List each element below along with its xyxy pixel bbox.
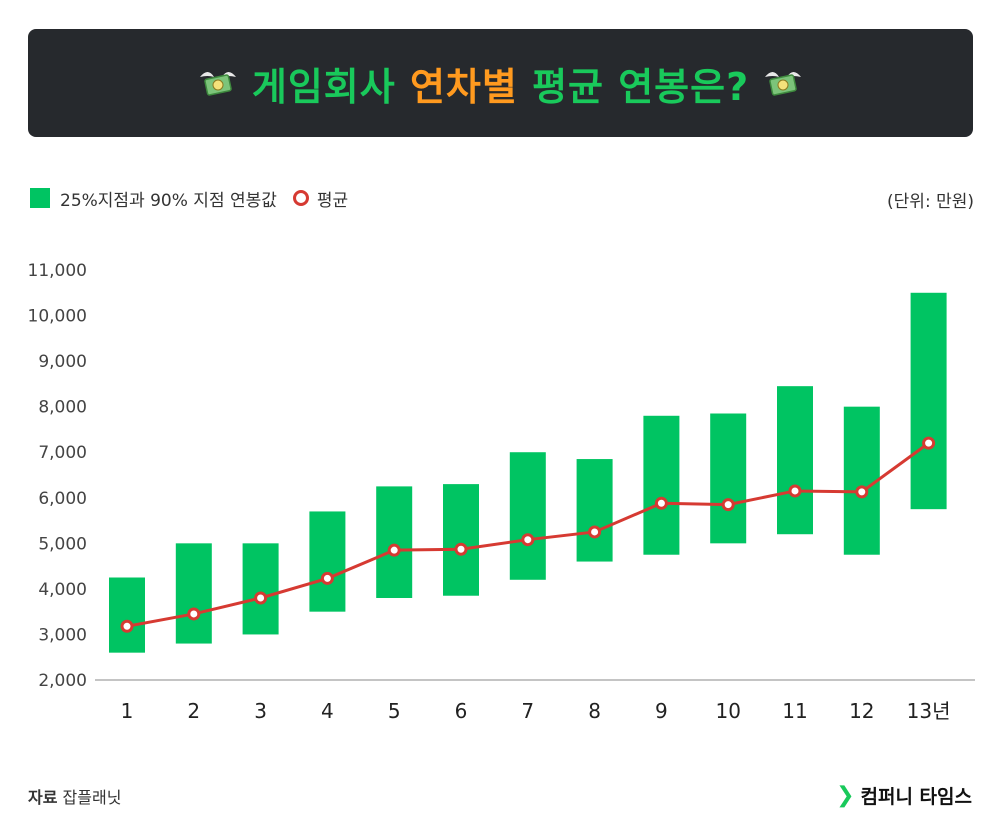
x-tick-label: 1 xyxy=(121,699,134,723)
range-bar xyxy=(109,577,145,653)
average-point xyxy=(588,525,602,539)
flying-money-icon xyxy=(198,63,238,103)
y-tick-label: 4,000 xyxy=(38,580,87,600)
range-bar xyxy=(509,452,546,580)
brand-logo: ❯ 컴퍼니 타임스 xyxy=(836,782,972,809)
range-bar xyxy=(576,459,613,562)
x-tick-label: 11 xyxy=(782,699,807,723)
y-tick-label: 8,000 xyxy=(38,398,87,418)
y-tick-label: 9,000 xyxy=(38,352,87,372)
y-tick-label: 7,000 xyxy=(38,443,87,463)
x-tick-label: 6 xyxy=(455,699,468,723)
range-bar xyxy=(309,511,346,612)
average-point xyxy=(922,436,936,450)
title-part1: 게임회사 xyxy=(251,64,396,109)
x-tick-label: 4 xyxy=(321,699,334,723)
chart-legend: 25%지점과 90% 지점 연봉값 평균 xyxy=(30,185,348,211)
legend-range-swatch xyxy=(30,188,50,208)
range-bar xyxy=(242,543,279,635)
x-tick-label: 2 xyxy=(187,699,200,723)
x-tick-label: 12 xyxy=(849,699,874,723)
range-bar xyxy=(443,484,479,596)
title-part2: 연차별 xyxy=(409,64,518,109)
average-point xyxy=(120,619,134,633)
range-bar xyxy=(910,292,947,510)
average-point xyxy=(187,607,201,621)
flying-money-icon xyxy=(763,63,803,103)
y-tick-label: 3,000 xyxy=(38,625,87,645)
average-point xyxy=(454,542,468,556)
legend-average-marker xyxy=(292,190,309,206)
average-point xyxy=(521,533,535,547)
average-point xyxy=(855,485,869,499)
y-tick-label: 11,000 xyxy=(28,261,87,281)
legend-average-label: 평균 xyxy=(316,190,349,211)
x-tick-label: 8 xyxy=(588,699,601,723)
x-tick-label: 13년 xyxy=(907,699,951,723)
y-tick-label: 10,000 xyxy=(28,307,87,327)
average-point xyxy=(254,591,268,605)
salary-chart: 2,000 3,000 4,000 5,000 6,000 7,000 8,000 9,000… xyxy=(28,261,975,723)
range-bar xyxy=(643,415,680,555)
source-value: 잡플래닛 xyxy=(62,788,122,807)
average-point xyxy=(788,484,802,498)
average-point xyxy=(387,543,401,557)
unit-label: (단위: 만원) xyxy=(887,192,974,212)
y-tick-label: 6,000 xyxy=(38,489,87,509)
x-tick-label: 5 xyxy=(388,699,401,723)
range-bar xyxy=(710,413,747,544)
x-tick-label: 9 xyxy=(655,699,668,723)
average-point xyxy=(721,498,735,512)
range-bar xyxy=(376,486,413,598)
range-bar xyxy=(777,386,813,535)
brand-name: 컴퍼니 타임스 xyxy=(860,786,973,808)
chevron-right-icon: ❯ xyxy=(836,783,855,808)
range-bar xyxy=(843,406,880,555)
source-label: 자료 xyxy=(28,788,58,807)
title-banner: 게임회사 연차별 평균 연봉은? xyxy=(28,29,973,137)
average-point xyxy=(654,496,668,510)
source-note: 자료 잡플래닛 xyxy=(28,784,121,808)
range-bar xyxy=(175,543,212,644)
average-point xyxy=(320,571,334,585)
title-part3: 평균 연봉은? xyxy=(532,64,750,109)
y-tick-label: 5,000 xyxy=(38,534,87,554)
x-tick-label: 10 xyxy=(715,699,740,723)
y-tick-label: 2,000 xyxy=(38,671,87,691)
legend-range-label: 25%지점과 90% 지점 연봉값 xyxy=(60,190,277,211)
x-tick-label: 3 xyxy=(254,699,267,723)
x-tick-label: 7 xyxy=(521,699,534,723)
